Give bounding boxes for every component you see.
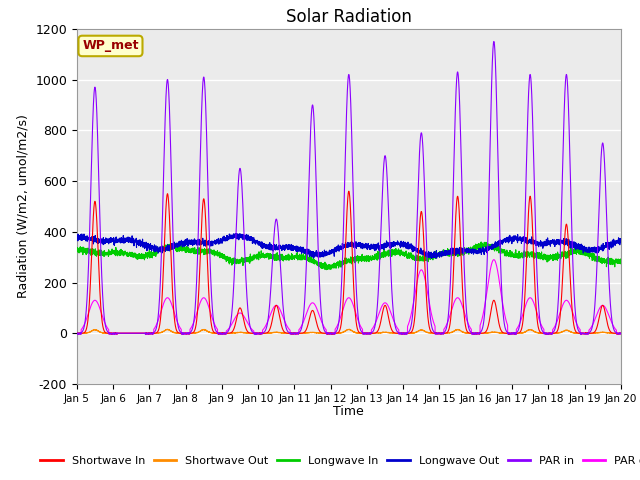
- Legend: Shortwave In, Shortwave Out, Longwave In, Longwave Out, PAR in, PAR out: Shortwave In, Shortwave Out, Longwave In…: [36, 452, 640, 471]
- X-axis label: Time: Time: [333, 405, 364, 418]
- Text: WP_met: WP_met: [82, 39, 139, 52]
- Y-axis label: Radiation (W/m2, umol/m2/s): Radiation (W/m2, umol/m2/s): [17, 114, 29, 299]
- Title: Solar Radiation: Solar Radiation: [286, 8, 412, 26]
